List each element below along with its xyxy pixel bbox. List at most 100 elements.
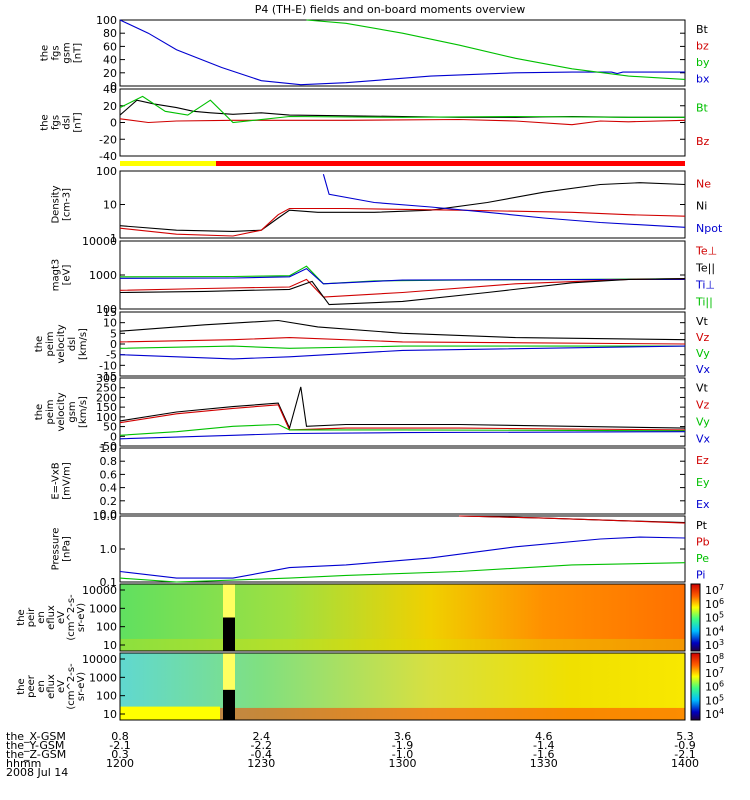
legend-Ti⊥: Ti⊥ — [695, 278, 715, 291]
series-Npot — [322, 174, 686, 228]
y-tick-label: 10000 — [82, 235, 117, 248]
legend-Vx: Vx — [696, 363, 711, 376]
y-axis-label-line: [nT] — [73, 112, 84, 132]
figure-title: P4 (TH-E) fields and on-board moments ov… — [255, 3, 526, 16]
y-axis-label-line: the — [34, 336, 45, 352]
y-axis-label-line: (cm^2-s- — [66, 594, 77, 641]
footer-tick-value: 4.6 — [535, 730, 553, 743]
y-tick-label: 40 — [103, 83, 117, 96]
colorbar-label: 108 — [705, 652, 724, 666]
y-axis-label-line: peir — [26, 607, 37, 627]
y-tick-label: 0.1 — [100, 576, 118, 589]
footer-tick-value: 1330 — [530, 757, 558, 770]
y-axis-label-line: the — [16, 678, 27, 694]
y-axis-label-line: Pressure — [51, 528, 62, 571]
y-tick-label: 40 — [103, 54, 117, 67]
y-tick-label: 80 — [103, 27, 117, 40]
series-Vy — [119, 345, 685, 349]
legend-Bt: Bt — [696, 101, 709, 114]
y-tick-label: 20 — [103, 67, 117, 80]
y-tick-label: 1000 — [89, 602, 117, 615]
y-tick-label: 1000 — [89, 269, 117, 282]
colorbar-label: 104 — [705, 624, 724, 638]
legend-Bt: Bt — [696, 23, 709, 36]
y-tick-label: 10000 — [82, 584, 117, 597]
legend-Vy: Vy — [696, 415, 710, 428]
quality-bar — [120, 161, 685, 166]
legend-Vy: Vy — [696, 347, 710, 360]
colorbar-label: 107 — [705, 666, 724, 680]
y-axis-label: Pressure [nPa] — [51, 528, 73, 571]
y-axis-label: the peir en eflux eV (cm^2-s-sr-eV) — [16, 594, 87, 641]
y-tick-label: 300 — [96, 372, 117, 385]
footer-tick-value: -2.1 — [109, 739, 130, 752]
y-tick-label: 0.4 — [100, 482, 118, 495]
footer-tick-value: -1.6 — [533, 748, 554, 761]
y-axis-label-line: velocity — [56, 392, 67, 431]
footer-tick-value: 1200 — [106, 757, 134, 770]
series-Vt — [119, 386, 686, 430]
legend-Pe: Pe — [696, 552, 709, 565]
y-tick-label: 1000 — [89, 671, 117, 684]
legend-Vx: Vx — [696, 432, 711, 445]
legend-Vz: Vz — [696, 398, 710, 411]
y-tick-label: 0 — [110, 80, 117, 93]
series-Pe — [119, 562, 686, 583]
panel-frame — [119, 19, 686, 87]
footer-tick-value: -2.1 — [674, 748, 695, 761]
colorbar-label: 103 — [705, 638, 724, 652]
y-axis-label-line: en — [36, 611, 47, 624]
y-axis-label-line: the — [34, 404, 45, 420]
y-axis-label-line: gsm — [62, 42, 73, 63]
panel-frame — [119, 88, 686, 157]
quality-bar-red — [216, 161, 685, 166]
series-Vz — [119, 404, 686, 431]
spectrogram-image — [120, 584, 685, 651]
legend-Ey: Ey — [696, 476, 710, 489]
series-Ne — [119, 207, 686, 237]
series-Vt — [119, 319, 686, 341]
panel-fgs-gse-dsl: 40 20 0 -20 -40 the fgs dsl [nT] Bt Bz — [40, 83, 710, 163]
footer-date: 2008 Jul 14 — [6, 766, 68, 779]
legend-bx: bx — [696, 73, 710, 86]
y-axis-label-line: sr-eV) — [76, 672, 87, 701]
y-axis-label-line: the — [40, 114, 51, 130]
panel-frame — [119, 240, 686, 310]
footer-tick-value: -1.0 — [392, 748, 413, 761]
y-tick-label: 0.2 — [100, 495, 118, 508]
series-Vx — [119, 431, 686, 440]
y-axis-label-line: dsl — [62, 115, 73, 129]
footer-tick-value: 1230 — [247, 757, 275, 770]
y-axis-label-line: [nT] — [73, 43, 84, 63]
panel-frame — [119, 515, 686, 583]
y-axis-label-line: eflux — [46, 605, 57, 630]
y-tick-label: 150 — [96, 401, 117, 414]
spectrogram-frame — [119, 583, 686, 652]
y-tick-label: 100 — [96, 411, 117, 424]
spectrogram-gap-black — [223, 689, 235, 720]
y-tick-label: 15 — [103, 306, 117, 319]
y-tick-label: 100 — [96, 690, 117, 703]
spectrogram-frame — [119, 652, 686, 721]
legend-Npot: Npot — [696, 222, 723, 235]
y-tick-label: -15 — [99, 370, 117, 383]
y-axis-label-line: [nPa] — [62, 536, 73, 562]
y-axis-label: Density [cm-3] — [51, 185, 73, 223]
legend-Te⊥: Te⊥ — [695, 244, 717, 257]
y-tick-label: 100 — [96, 303, 117, 316]
y-axis-label-line: fgs — [51, 45, 62, 60]
legend-Pi: Pi — [696, 569, 705, 582]
y-tick-label: 1 — [110, 232, 117, 245]
y-axis-label-line: magt3 — [51, 259, 62, 292]
y-axis-label: the peim velocity dsl [km/s] — [34, 324, 89, 363]
legend-by: by — [696, 56, 710, 69]
legend-Pb: Pb — [696, 536, 710, 549]
footer-tick-value: 2.4 — [253, 730, 271, 743]
panel-temperature: 10000 1000 100 magt3 [eV] Te⊥ Te|| Ti⊥ Ti|| — [51, 235, 718, 316]
y-tick-label: 100 — [96, 165, 117, 178]
y-tick-label: 100 — [96, 621, 117, 634]
